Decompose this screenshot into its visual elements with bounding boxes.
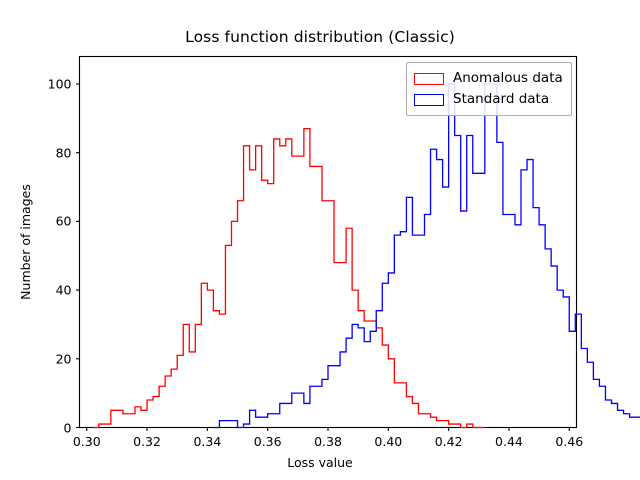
- y-tick-label: 80: [55, 145, 72, 161]
- x-axis-label: Loss value: [287, 455, 353, 470]
- histogram-series: [92, 83, 640, 429]
- chart-title: Loss function distribution (Classic): [185, 28, 455, 46]
- legend-entry-standard: Standard data: [414, 89, 563, 110]
- x-tick-label: 0.44: [495, 433, 523, 449]
- y-tick-label: 20: [55, 351, 72, 367]
- y-tick-label: 100: [47, 76, 72, 92]
- legend-swatch-anomalous: [414, 72, 444, 85]
- y-tick-label: 60: [55, 213, 72, 229]
- legend-label-anomalous: Anomalous data: [453, 69, 563, 86]
- y-tick-label: 40: [55, 282, 72, 298]
- legend-swatch-standard: [414, 93, 444, 106]
- histogram-step-standard: [213, 83, 640, 429]
- x-tick-label: 0.40: [374, 433, 403, 449]
- legend: Anomalous data Standard data: [406, 62, 572, 116]
- x-tick-label: 0.36: [253, 433, 282, 449]
- legend-entry-anomalous: Anomalous data: [414, 68, 563, 89]
- y-axis-label: Number of images: [18, 184, 33, 300]
- x-tick-label: 0.30: [72, 433, 101, 449]
- x-tick-label: 0.42: [434, 433, 463, 449]
- x-tick-label: 0.32: [133, 433, 161, 449]
- x-tick-label: 0.34: [193, 433, 222, 449]
- axis-ticks: [76, 83, 570, 431]
- y-tick-label: 0: [63, 420, 72, 435]
- legend-label-standard: Standard data: [453, 90, 550, 107]
- x-tick-label: 0.38: [314, 433, 342, 449]
- histogram-step-anomalous: [92, 127, 485, 429]
- x-tick-label: 0.46: [555, 433, 584, 449]
